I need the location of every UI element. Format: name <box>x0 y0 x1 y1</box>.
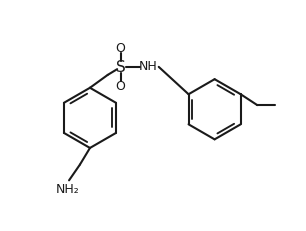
Text: S: S <box>116 60 125 75</box>
Text: O: O <box>116 80 125 93</box>
Text: O: O <box>116 42 125 55</box>
Text: NH: NH <box>139 60 157 73</box>
Text: NH₂: NH₂ <box>56 182 80 195</box>
